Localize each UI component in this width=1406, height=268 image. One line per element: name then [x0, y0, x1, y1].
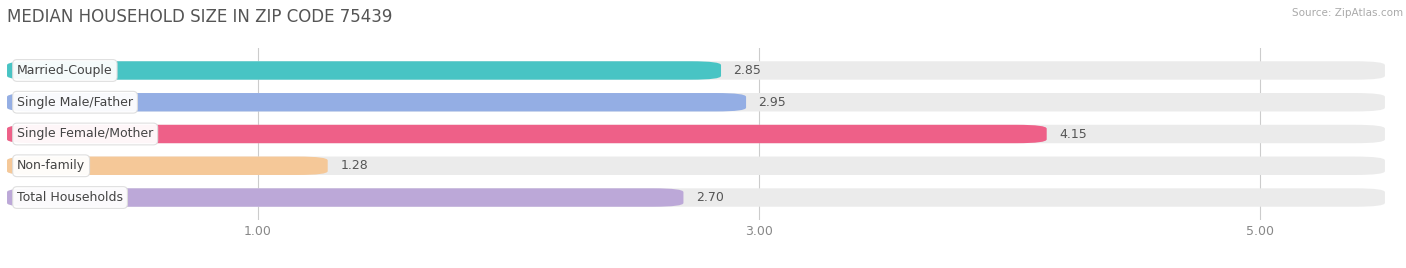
- Text: Single Female/Mother: Single Female/Mother: [17, 128, 153, 140]
- Text: Married-Couple: Married-Couple: [17, 64, 112, 77]
- FancyBboxPatch shape: [7, 61, 1385, 80]
- Text: 1.28: 1.28: [340, 159, 368, 172]
- Text: Total Households: Total Households: [17, 191, 124, 204]
- Text: Non-family: Non-family: [17, 159, 86, 172]
- FancyBboxPatch shape: [7, 93, 1385, 111]
- Text: 4.15: 4.15: [1059, 128, 1087, 140]
- FancyBboxPatch shape: [7, 188, 683, 207]
- Text: 2.70: 2.70: [696, 191, 724, 204]
- Text: Source: ZipAtlas.com: Source: ZipAtlas.com: [1292, 8, 1403, 18]
- FancyBboxPatch shape: [7, 157, 328, 175]
- FancyBboxPatch shape: [7, 125, 1385, 143]
- Text: 2.95: 2.95: [759, 96, 786, 109]
- FancyBboxPatch shape: [7, 188, 1385, 207]
- Text: 2.85: 2.85: [734, 64, 762, 77]
- Text: MEDIAN HOUSEHOLD SIZE IN ZIP CODE 75439: MEDIAN HOUSEHOLD SIZE IN ZIP CODE 75439: [7, 8, 392, 26]
- FancyBboxPatch shape: [7, 157, 1385, 175]
- Text: Single Male/Father: Single Male/Father: [17, 96, 134, 109]
- FancyBboxPatch shape: [7, 125, 1046, 143]
- FancyBboxPatch shape: [7, 61, 721, 80]
- FancyBboxPatch shape: [7, 93, 747, 111]
